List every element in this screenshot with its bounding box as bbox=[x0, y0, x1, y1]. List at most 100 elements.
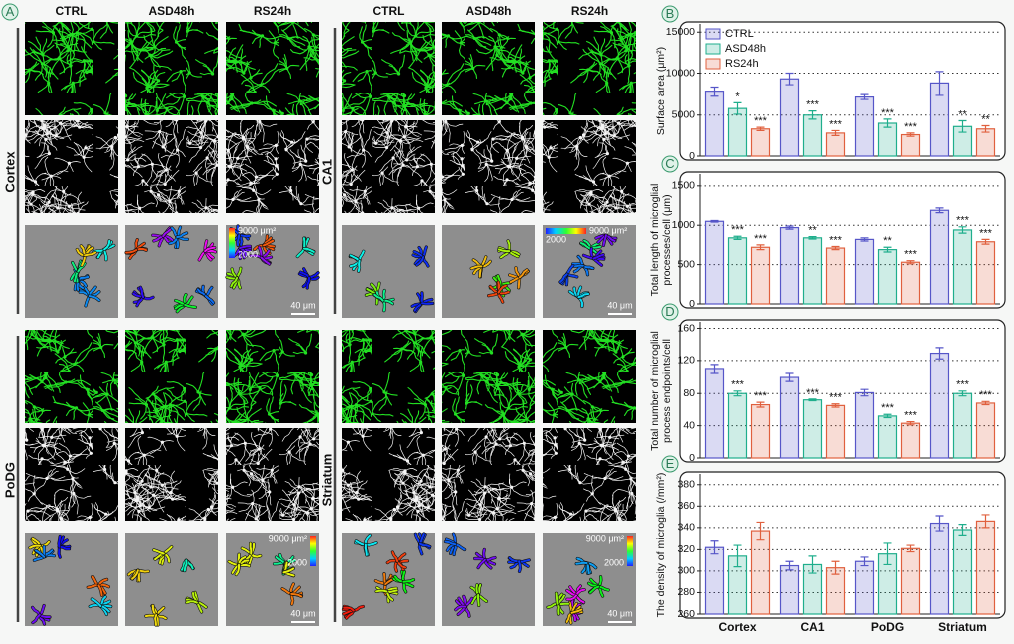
bar bbox=[900, 422, 921, 459]
cell-branch bbox=[402, 580, 407, 593]
cell-branch bbox=[81, 254, 87, 267]
bar bbox=[952, 529, 973, 615]
cell-branch bbox=[87, 584, 100, 589]
y-tick-label: 120 bbox=[677, 355, 695, 367]
error-bar bbox=[756, 244, 765, 251]
cell-branch bbox=[88, 295, 100, 302]
area-map-image bbox=[25, 225, 118, 318]
cell-branch bbox=[515, 266, 521, 279]
cell-branch bbox=[555, 592, 559, 605]
cell-branch bbox=[577, 286, 582, 299]
cell-map bbox=[124, 225, 217, 314]
cell-branch bbox=[509, 276, 521, 284]
skeleton-image bbox=[25, 120, 118, 213]
panel-badge bbox=[661, 155, 679, 173]
y-tick-label: 5000 bbox=[672, 109, 696, 121]
cell-branch bbox=[308, 271, 319, 279]
chart-frame bbox=[679, 471, 1006, 619]
error-bar bbox=[906, 260, 915, 265]
cell-branch bbox=[58, 545, 71, 550]
significance-label: ** bbox=[808, 225, 817, 237]
cell-branch bbox=[394, 560, 399, 573]
bar bbox=[704, 368, 725, 459]
cell-branch bbox=[238, 556, 247, 566]
bar bbox=[750, 403, 771, 459]
cell-branch bbox=[343, 606, 355, 612]
scale-bar-label: 40 μm bbox=[607, 300, 632, 310]
bar bbox=[854, 238, 875, 305]
cell-branch bbox=[296, 247, 305, 258]
cell-branch bbox=[581, 264, 594, 270]
cell-branch bbox=[235, 563, 240, 576]
colorbar-label: 2000 bbox=[546, 234, 566, 244]
significance-label: *** bbox=[881, 107, 895, 119]
area-map-image bbox=[442, 533, 535, 626]
error-bar bbox=[808, 110, 817, 120]
y-tick-label: 160 bbox=[677, 322, 695, 334]
panel-badge bbox=[661, 5, 679, 23]
cell-branch bbox=[152, 548, 165, 555]
panel-label: D bbox=[665, 304, 674, 319]
cell-branch bbox=[281, 587, 293, 595]
cell-branch bbox=[582, 254, 595, 260]
column-header: RS24h bbox=[571, 4, 608, 18]
chart-frame bbox=[679, 171, 1006, 309]
cell-branch bbox=[29, 544, 41, 549]
scale-bar-label: 40 μm bbox=[290, 300, 315, 310]
error-bar bbox=[981, 400, 990, 406]
cell-branch bbox=[357, 259, 361, 273]
cell-branch bbox=[418, 542, 431, 548]
cell-branch bbox=[454, 605, 467, 611]
error-bar bbox=[935, 515, 944, 532]
significance-label: *** bbox=[754, 233, 768, 245]
region-label: PoDG bbox=[2, 462, 17, 498]
cell-branch bbox=[231, 268, 239, 279]
cell-branch bbox=[592, 253, 605, 260]
cell-branch bbox=[282, 567, 295, 574]
cell-branch bbox=[290, 592, 294, 606]
cell-branch bbox=[258, 246, 263, 259]
skeleton-image bbox=[125, 428, 218, 521]
bar bbox=[952, 229, 973, 305]
y-tick-label: 280 bbox=[677, 586, 695, 598]
cell-branch bbox=[184, 303, 197, 309]
skeleton-image bbox=[25, 428, 118, 521]
bar bbox=[704, 91, 725, 157]
bar bbox=[929, 522, 950, 615]
cell-branch bbox=[302, 247, 315, 253]
cell-branch bbox=[35, 549, 46, 558]
y-tick-label: 320 bbox=[677, 543, 695, 555]
y-tick-label: 0 bbox=[689, 150, 695, 162]
chart-frame bbox=[679, 319, 1006, 463]
error-bar bbox=[710, 364, 719, 374]
y-axis-label: Total number of microglial bbox=[649, 331, 661, 451]
cell-branch bbox=[85, 295, 91, 307]
cell-branch bbox=[125, 249, 138, 254]
cell-branch bbox=[290, 592, 303, 598]
y-tick-label: 0 bbox=[689, 452, 695, 464]
error-bar bbox=[883, 118, 892, 128]
colorbar bbox=[546, 228, 586, 234]
cell-branch bbox=[497, 291, 510, 295]
cell-branch bbox=[142, 296, 154, 300]
cell-branch bbox=[413, 250, 425, 258]
significance-label: *** bbox=[829, 234, 843, 246]
bar bbox=[727, 107, 748, 157]
bar bbox=[877, 249, 898, 305]
cell-branch bbox=[579, 242, 591, 250]
cell-branch bbox=[570, 608, 583, 614]
significance-label: *** bbox=[754, 390, 768, 402]
region-label: Striatum bbox=[319, 454, 334, 507]
bar bbox=[704, 220, 725, 305]
colorbar bbox=[310, 536, 316, 566]
skeleton-image bbox=[342, 120, 435, 213]
column-header: ASD48h bbox=[465, 4, 511, 18]
cell-branch bbox=[396, 560, 407, 569]
column-header: ASD48h bbox=[148, 4, 194, 18]
cell-branch bbox=[470, 265, 483, 270]
bar bbox=[929, 352, 950, 459]
colorbar-label: 9000 μm² bbox=[269, 533, 307, 543]
bar bbox=[704, 546, 725, 615]
cell-branch bbox=[103, 239, 111, 251]
cell-branch bbox=[176, 232, 188, 238]
